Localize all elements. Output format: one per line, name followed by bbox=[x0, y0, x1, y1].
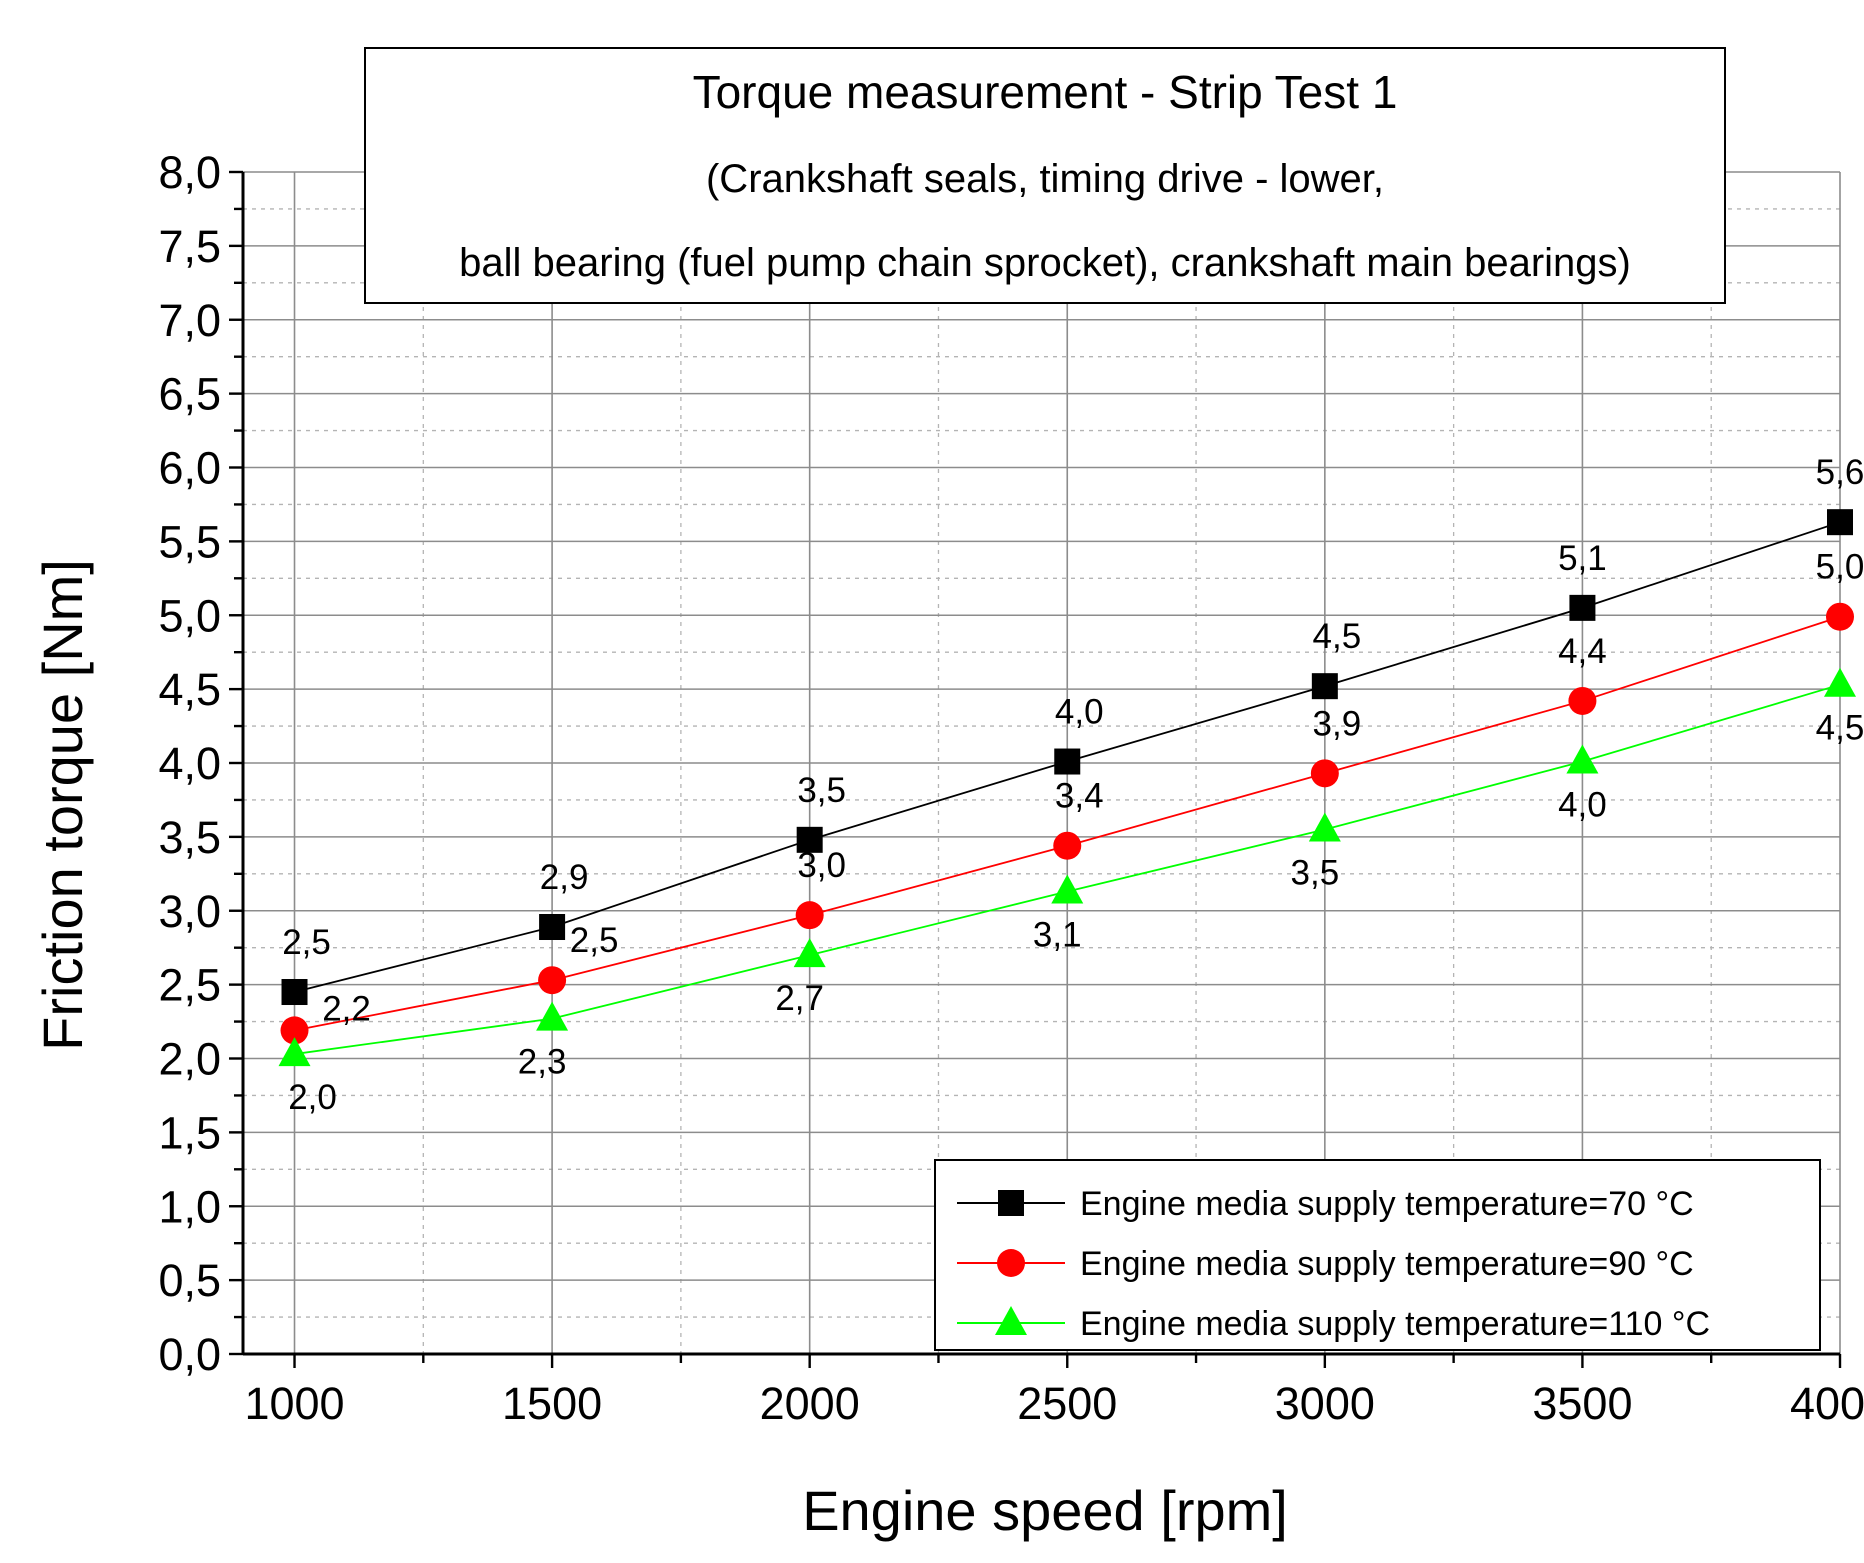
data-point bbox=[281, 979, 308, 1006]
y-tick-label: 5,0 bbox=[158, 590, 221, 641]
x-tick-label: 2000 bbox=[760, 1378, 860, 1429]
x-tick-label: 3000 bbox=[1275, 1378, 1375, 1429]
x-axis-title: Engine speed [rpm] bbox=[802, 1479, 1288, 1542]
y-tick-label: 7,5 bbox=[158, 221, 221, 272]
data-point bbox=[539, 914, 566, 941]
data-point bbox=[1566, 744, 1599, 774]
chart-subtitle-line1: (Crankshaft seals, timing drive - lower, bbox=[706, 157, 1384, 201]
y-tick-label: 3,0 bbox=[158, 886, 221, 937]
data-label: 2,5 bbox=[570, 921, 619, 960]
legend-marker bbox=[997, 1249, 1025, 1277]
y-tick-label: 3,5 bbox=[158, 812, 221, 863]
y-tick-label: 2,0 bbox=[158, 1034, 221, 1085]
data-label: 5,6 bbox=[1816, 453, 1864, 492]
y-axis-title: Friction torque [Nm] bbox=[31, 559, 94, 1051]
series bbox=[278, 509, 1856, 1067]
x-tick-label: 3500 bbox=[1532, 1378, 1632, 1429]
data-label: 3,0 bbox=[797, 846, 846, 885]
data-label: 4,5 bbox=[1313, 617, 1362, 656]
x-tick-label: 1500 bbox=[502, 1378, 602, 1429]
data-point bbox=[1054, 748, 1081, 775]
data-label: 4,0 bbox=[1055, 693, 1104, 732]
y-tick-label: 7,0 bbox=[158, 295, 221, 346]
data-point bbox=[1824, 667, 1856, 697]
data-labels: 2,5 2,9 3,5 4,0 4,5 5,1 5,6 2,2 2,5 3,0 3,4 3,9 4,4 5… bbox=[282, 453, 1864, 1117]
y-tick-label: 2,5 bbox=[158, 960, 221, 1011]
data-label: 5,1 bbox=[1558, 539, 1607, 578]
y-tick-label: 0,5 bbox=[158, 1255, 221, 1306]
data-point bbox=[1311, 673, 1338, 700]
data-label: 3,9 bbox=[1313, 704, 1362, 743]
data-point bbox=[280, 1016, 309, 1045]
data-label: 2,5 bbox=[282, 923, 331, 962]
chart-title: Torque measurement - Strip Test 1 bbox=[693, 66, 1398, 118]
data-point bbox=[538, 966, 567, 995]
series-square bbox=[281, 509, 1853, 1006]
data-point bbox=[1310, 759, 1339, 788]
data-point bbox=[1053, 831, 1082, 860]
title-box: Torque measurement - Strip Test 1 (Crank… bbox=[364, 47, 1726, 304]
x-tick-label: 2500 bbox=[1017, 1378, 1117, 1429]
y-tick-label: 1,0 bbox=[158, 1181, 221, 1232]
y-tick-label: 4,5 bbox=[158, 664, 221, 715]
data-label: 4,0 bbox=[1558, 786, 1607, 825]
y-tick-label: 0,0 bbox=[158, 1329, 221, 1380]
data-point bbox=[1827, 509, 1853, 536]
y-tick-label: 1,5 bbox=[158, 1107, 221, 1158]
data-point bbox=[796, 826, 823, 853]
data-point bbox=[795, 901, 824, 930]
data-label: 3,4 bbox=[1055, 777, 1104, 816]
data-label: 4,5 bbox=[1816, 709, 1864, 748]
y-tick-label: 5,5 bbox=[158, 516, 221, 567]
data-point bbox=[536, 1001, 569, 1031]
y-tick-label: 6,0 bbox=[158, 443, 221, 494]
data-label: 3,5 bbox=[1291, 853, 1340, 892]
legend-box bbox=[934, 1159, 1821, 1351]
data-point bbox=[793, 938, 826, 968]
data-label: 3,5 bbox=[797, 771, 846, 810]
data-point bbox=[1568, 686, 1597, 715]
data-label: 2,7 bbox=[775, 979, 824, 1018]
series-circle bbox=[280, 602, 1854, 1045]
legend-marker bbox=[998, 1190, 1024, 1216]
data-point bbox=[278, 1037, 311, 1067]
y-tick-label: 6,5 bbox=[158, 369, 221, 420]
data-label: 5,0 bbox=[1816, 548, 1864, 587]
data-label: 2,0 bbox=[288, 1078, 337, 1117]
data-label: 3,1 bbox=[1033, 916, 1082, 955]
data-point bbox=[1826, 602, 1854, 631]
data-label: 2,9 bbox=[540, 858, 589, 897]
series-triangle bbox=[278, 667, 1856, 1067]
data-label: 2,3 bbox=[518, 1043, 567, 1082]
y-tick-label: 4,0 bbox=[158, 738, 221, 789]
chart-subtitle-line2: ball bearing (fuel pump chain sprocket),… bbox=[459, 241, 1631, 285]
legend-label: Engine media supply temperature=70 °C bbox=[1080, 1185, 1694, 1223]
data-point bbox=[1308, 812, 1341, 842]
data-label: 2,2 bbox=[322, 989, 371, 1028]
x-tick-label: 1000 bbox=[244, 1378, 344, 1429]
data-point bbox=[1051, 874, 1084, 904]
data-label: 4,4 bbox=[1558, 632, 1607, 671]
legend: Engine media supply temperature=70 °C Eng… bbox=[934, 1159, 1821, 1351]
legend-marker bbox=[995, 1306, 1027, 1335]
y-tick-label: 8,0 bbox=[158, 147, 221, 198]
legend-label: Engine media supply temperature=90 °C bbox=[1080, 1245, 1694, 1283]
legend-label: Engine media supply temperature=110 °C bbox=[1080, 1305, 1710, 1343]
data-point bbox=[1569, 594, 1596, 621]
